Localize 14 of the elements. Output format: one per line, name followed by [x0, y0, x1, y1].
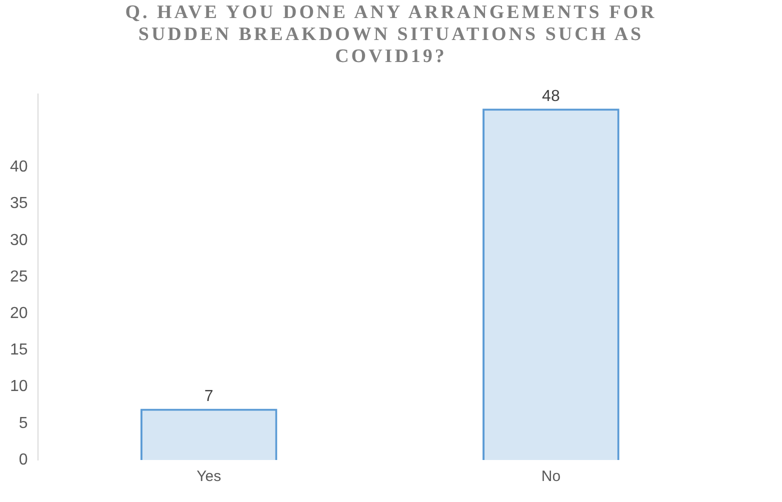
y-tick-label: 15: [10, 342, 28, 359]
y-tick-label: 5: [18, 414, 28, 432]
y-tick-label: 0: [18, 451, 28, 468]
x-tick-label: No: [541, 468, 561, 486]
data-label: 7: [204, 388, 214, 406]
y-tick-label: 20: [10, 305, 28, 322]
chart-title: Q. HAVE YOU DONE ANY ARRANGEMENTS FOR SUDDEN BREAKDOWN SITUATIONS SUCH AS COVID19?: [124, 2, 658, 68]
data-label: 48: [542, 88, 560, 106]
y-tick-label: 10: [10, 378, 28, 396]
y-tick-label: 30: [10, 232, 28, 249]
y-tick-label: 25: [10, 268, 28, 286]
y-tick-label: 35: [10, 195, 28, 212]
x-tick-label: Yes: [196, 468, 222, 486]
y-tick-label: 40: [10, 158, 28, 176]
